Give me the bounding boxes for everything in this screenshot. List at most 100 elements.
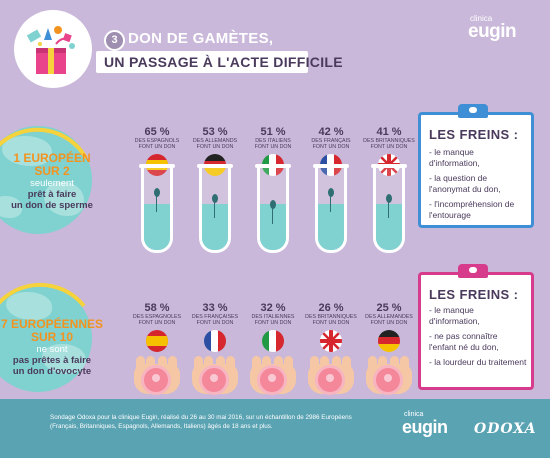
footer-brand-small: clinica [404,411,424,418]
stat-percentage: 25 % [376,302,402,314]
egg-brakes-title: LES FREINS : [429,287,519,302]
odoxa-logo: ODOXA [474,421,537,437]
footer-brand-big: eugin [402,417,448,437]
egg-clip-icon [458,264,488,278]
sperm-icon [154,187,160,197]
egg-headline-2: SUR 10 [30,330,74,344]
stat-nation: DES BRITANNIQUES [305,314,357,320]
section-number-badge: 3 [104,30,125,51]
stat-percentage: 51 % [260,126,286,138]
stat-percentage: 41 % [376,126,402,138]
sperm-line-5: un don de sperme [11,200,93,211]
gift-box-icon [26,26,75,74]
sperm-brake-1: le manque d'information, [429,147,527,168]
egg-stat-5: 25 % DES ALLEMANDES FONT UN DON [360,302,418,396]
stat-percentage: 42 % [318,126,344,138]
spain-flag-icon [146,329,168,352]
test-tube-rim [139,163,175,168]
egg-cell-icon [144,367,168,392]
stat-percentage: 26 % [318,302,344,314]
egg-brake-3: la lourdeur du traitement [429,357,527,368]
test-tube-icon [257,167,289,253]
sperm-stat-3: 51 % DES ITALIENS FONT UN DON [244,126,302,253]
stat-nation: DES ESPAGNOLS [134,138,180,144]
egg-stat-4: 26 % DES BRITANNIQUES FONT UN DON [302,302,360,396]
germany-flag-icon [378,329,400,352]
europe-globe-egg [0,284,92,392]
sperm-headline-1: 1 EUROPÉEN [13,151,91,165]
brand-big-text: eugin [468,21,517,42]
header-icon-circle [14,10,92,88]
stat-verb: FONT UN DON [312,144,350,151]
footer-band [0,399,550,458]
uk-flag-icon [320,329,342,352]
stat-nation: DES ALLEMANDS [192,138,238,144]
egg-cell-icon [318,367,342,392]
test-tube-icon [141,167,173,253]
stat-nation: DES ITALIENNES [251,314,295,320]
stat-percentage: 65 % [144,126,170,138]
header-brand-logo: clinica eugin [468,14,517,42]
stat-verb: FONT UN DON [138,144,176,151]
footer-brand-logo: clinica eugin [402,411,448,438]
france-flag-icon [204,329,226,352]
test-tube-rim [255,163,291,168]
italy-flag-icon [262,329,284,352]
test-tube-icon [315,167,347,253]
sperm-headline-2: SUR 2 [34,164,70,178]
stat-verb: FONT UN DON [312,320,350,327]
sperm-brakes-clipboard: LES FREINS : le manque d'information, la… [418,112,534,228]
egg-cell-icon [260,367,284,392]
hand-holding-egg-icon [362,355,416,396]
brand-small-text: clinica [470,14,493,23]
test-tube-rim [197,163,233,168]
egg-brake-2: ne pas connaître l'enfant né du don, [429,331,527,352]
sperm-stat-1: 65 % DES ESPAGNOLS FONT UN DON [128,126,186,253]
hand-holding-egg-icon [188,355,242,396]
sperm-stat-5: 41 % DES BRITANNIQUES FONT UN DON [360,126,418,253]
stat-nation: DES FRANÇAISES [191,314,239,320]
stat-verb: FONT UN DON [138,320,176,327]
europe-globe-sperm [0,126,92,234]
stat-nation: DES ESPAGNOLES [132,314,182,320]
sperm-icon [212,193,218,203]
sperm-icon [386,193,392,203]
egg-brakes-list: le manque d'information, ne pas connaîtr… [429,305,527,368]
hand-holding-egg-icon [130,355,184,396]
sperm-brakes-list: le manque d'information, la question de … [429,147,527,220]
stat-nation: DES ALLEMANDES [365,314,413,320]
title-band [96,51,308,73]
stat-verb: FONT UN DON [254,320,292,327]
stat-nation: DES FRANÇAIS [311,138,351,144]
egg-line-4: pas prêtes à faire [12,355,92,366]
sperm-icon [328,187,334,197]
stat-verb: FONT UN DON [196,144,234,151]
egg-brake-1: le manque d'information, [429,305,527,326]
page-title-line2: UN PASSAGE À L'ACTE DIFFICILE [104,54,343,70]
test-tube-icon [373,167,405,253]
globe-orbit-sperm [0,127,88,159]
test-tube-icon [199,167,231,253]
stat-verb: FONT UN DON [254,144,292,151]
egg-cell-icon [202,367,226,392]
egg-stat-2: 33 % DES FRANÇAISES FONT UN DON [186,302,244,396]
egg-line-3: ne sont [36,344,68,355]
stat-verb: FONT UN DON [370,320,408,327]
sperm-brake-3: l'incompréhension de l'entourage [429,199,527,220]
egg-globe-text: 7 EUROPÉENNES SUR 10 ne sont pas prêtes … [0,318,106,378]
page-title-line1: DON DE GAMÈTES, [128,30,274,47]
survey-footnote: Sondage Odoxa pour la clinique Eugin, ré… [50,414,352,430]
sperm-stat-4: 42 % DES FRANÇAIS FONT UN DON [302,126,360,253]
sperm-stat-2: 53 % DES ALLEMANDS FONT UN DON [186,126,244,253]
stat-percentage: 58 % [144,302,170,314]
stat-verb: FONT UN DON [196,320,234,327]
egg-line-5: un don d'ovocyte [12,366,92,377]
sperm-line-4: prêt à faire [27,189,77,200]
egg-brakes-clipboard: LES FREINS : le manque d'information, ne… [418,272,534,390]
sperm-icon [270,199,276,209]
stat-nation: DES ITALIENS [255,138,291,144]
egg-stat-3: 32 % DES ITALIENNES FONT UN DON [244,302,302,396]
sperm-line-3: seulement [30,178,74,189]
hand-holding-egg-icon [304,355,358,396]
